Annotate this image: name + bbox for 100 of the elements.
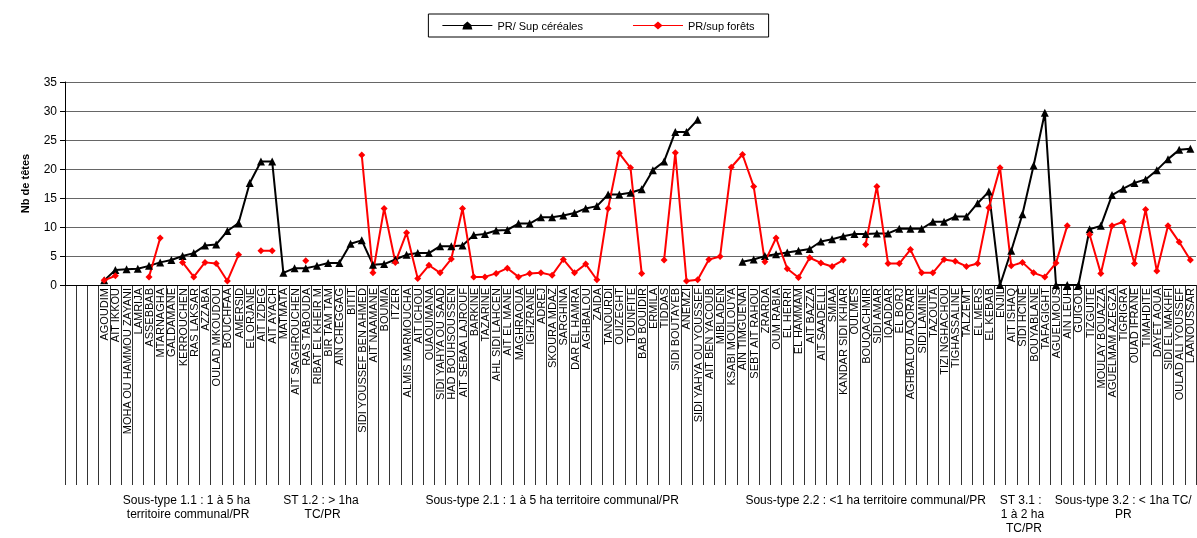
x-tick-label: KERROUCHEN (176, 287, 189, 367)
x-tick-label: ITZER (389, 287, 402, 320)
x-tick-label: AIN LEUH (1061, 287, 1074, 339)
x-tick-label: HAD BOUHSOUSSEN (445, 287, 458, 400)
x-tick-label: SKOURA MDAZ (546, 287, 559, 369)
x-tick-label: AIT AYACH (266, 287, 279, 344)
x-tick-label: AIT IKKOU (109, 287, 122, 343)
x-tick-label: SMIAA (826, 287, 839, 323)
x-tick-label: ENJIL (994, 288, 1007, 318)
x-tick-label: AGOUDIM (98, 288, 111, 341)
x-tick-label: TIMAHDITE (1139, 288, 1152, 348)
x-tick-label: ERMILA (646, 287, 659, 329)
x-tick-label: MTARNAGHA (154, 287, 167, 358)
x-tick-label: OUAOUMANA (422, 287, 435, 361)
x-tick-label: AMERSID (232, 287, 245, 339)
text: ST 3.1 : 1 à 2 ha TC/PR (999, 493, 1045, 535)
x-tick-label: ZRARDA (758, 287, 771, 334)
x-tick-label: AIT NAAMANE (366, 288, 379, 363)
x-tick-label: AGUELMOUS (1050, 288, 1063, 359)
x-tick-label: AIT SEBAA LAJROUF (456, 287, 469, 398)
x-tick-label: SIDI BOUTAYEB (669, 288, 682, 371)
x-tick-label: AHL SIDI LAHCEN (490, 287, 503, 382)
x-tick-label: MOULAY BOUAZZA (1094, 287, 1107, 389)
x-tick-label: OULMES (848, 288, 861, 335)
x-tick-label: AIT ISHAQ (1005, 287, 1018, 343)
x-tick-label: TAZOUTA (926, 287, 939, 338)
x-tick-label: MAGHRAOUA (512, 287, 525, 361)
x-tick-label: KSABI MOULOUYA (725, 287, 738, 386)
text: ST 1.2 : > 1ha TC/PR (283, 493, 362, 521)
y-tick-label: 0 (50, 278, 58, 292)
x-tick-label: AIT ICHOU (411, 287, 424, 344)
x-tick-label: SIDI AMAR (870, 287, 883, 344)
x-tick-label: DAR EL HAMRA (568, 287, 581, 371)
x-tick-label: AGHBALOU AQORAR (904, 287, 917, 400)
x-tick-label: OULAD ALI YOUSSEF (1173, 287, 1186, 401)
y-tick-label: 15 (43, 191, 58, 205)
x-tick-label: SIDI YAHYA OU SAAD (434, 287, 447, 400)
x-tick-label: TANOURDI (602, 288, 615, 345)
x-tick-label: GUIGOU (1072, 287, 1085, 333)
x-tick-label: SEBT AIT RAHOU (747, 287, 760, 379)
text: Sous-type 2.2 : <1 ha territoire communal/PR (745, 493, 987, 507)
x-tick-label: AIT EL MANE (501, 288, 514, 356)
x-tick-label: TOUNFITE (624, 288, 637, 343)
x-tick-label: LAMRIJA (131, 287, 144, 335)
x-tick-label: AIT BAZZA (803, 287, 816, 344)
x-tick-label: SARGHINA (557, 287, 570, 346)
x-tick-label: OULAD MKOUDOU (210, 287, 223, 387)
x-tick-label: MATMATA (277, 287, 290, 340)
x-tick-label: OUAD IFRANE (1128, 288, 1141, 364)
x-tick-label: SIDI HCINE (1016, 288, 1029, 347)
x-tick-label: SIDI LAMINE (915, 288, 928, 354)
x-tick-label: DAYET AOUA (1150, 287, 1163, 358)
x-tick-label: AIT SAADELLI (814, 288, 827, 361)
x-tick-label: TIDDAS (658, 288, 671, 329)
x-tick-label: ALMIS MARMOUCHA (400, 287, 413, 398)
x-tick-label: BOUQACHMIR (859, 287, 872, 364)
x-tick-label: AZZABA (198, 287, 211, 331)
x-tick-label: AGHBALOU (579, 287, 592, 350)
y-tick-label: 5 (50, 249, 58, 263)
y-tick-label: 30 (43, 104, 58, 118)
x-tick-label: RIBAT EL KHEIR M (310, 288, 323, 385)
x-tick-label: IQADDAR (882, 287, 895, 339)
x-tick-label: TIGHASSALINE (949, 288, 962, 369)
x-tick-label: BAB BOUIDIR (635, 287, 648, 359)
x-tick-label: TAZARINE (478, 288, 491, 342)
legend-label: PR/sup forêts (687, 19, 756, 32)
x-tick-label: EL ORJANE (243, 288, 256, 349)
x-tick-label: EL HERRI (781, 288, 794, 339)
x-tick-label: BOUMIA (378, 287, 391, 332)
x-tick-label: SIDI EL MAKHFI (1162, 288, 1175, 371)
x-tick-label: TIZI NGHACHOU (938, 287, 951, 375)
x-tick-label: AIT BEN YACOUB (702, 288, 715, 380)
x-tick-label: SIDI YOUSSEF BEN AHMED (355, 287, 368, 433)
x-tick-label: RAS TABOUDA (299, 287, 312, 366)
y-tick-label: 25 (43, 133, 58, 147)
x-tick-label: KANDAR SIDI KHIAR (837, 287, 850, 395)
x-tick-label: TIZGUITE (1083, 288, 1096, 339)
x-tick-label: ANEMZI (680, 288, 693, 330)
x-tick-label: TAFAGIGHT (1038, 287, 1051, 350)
x-tick-label: ADREJ (534, 288, 547, 325)
y-tick-label: 20 (43, 162, 58, 176)
y-tick-label: 10 (43, 220, 58, 234)
x-tick-label: BARKINE (467, 288, 480, 337)
x-tick-label: OUIZEGHT (613, 287, 626, 345)
x-tick-label: AIN CHEGGAG (333, 288, 346, 366)
x-tick-label: BOUYABLANE (1027, 288, 1040, 362)
x-tick-label: TALZEMT (960, 287, 973, 338)
x-tick-label: AIT SAGHROUCHEN (288, 287, 301, 395)
x-tick-label: OUM RABIA (770, 287, 783, 350)
x-tick-label: BIR TAM TAM (322, 288, 335, 357)
x-tick-label: EL BORJ (893, 288, 906, 334)
x-tick-label: TIGRIGRA (1117, 287, 1130, 342)
x-tick-label: AIT IZDEG (254, 288, 267, 342)
text: Sous-type 2.1 : 1 à 5 ha territoire communal/PR (425, 493, 680, 507)
y-axis-title: Nb de têtes (18, 153, 31, 214)
x-tick-label: SIDI YAHYA OU YOUSSEF (691, 287, 704, 423)
x-tick-label: MOHA OU HAMMOU ZAYANI (120, 288, 133, 435)
x-tick-label: MIBLADEN (714, 287, 727, 345)
x-tick-label: AGUELMAM AZEGZA (1106, 287, 1119, 398)
x-tick-label: EL HAMMAM (792, 288, 805, 355)
